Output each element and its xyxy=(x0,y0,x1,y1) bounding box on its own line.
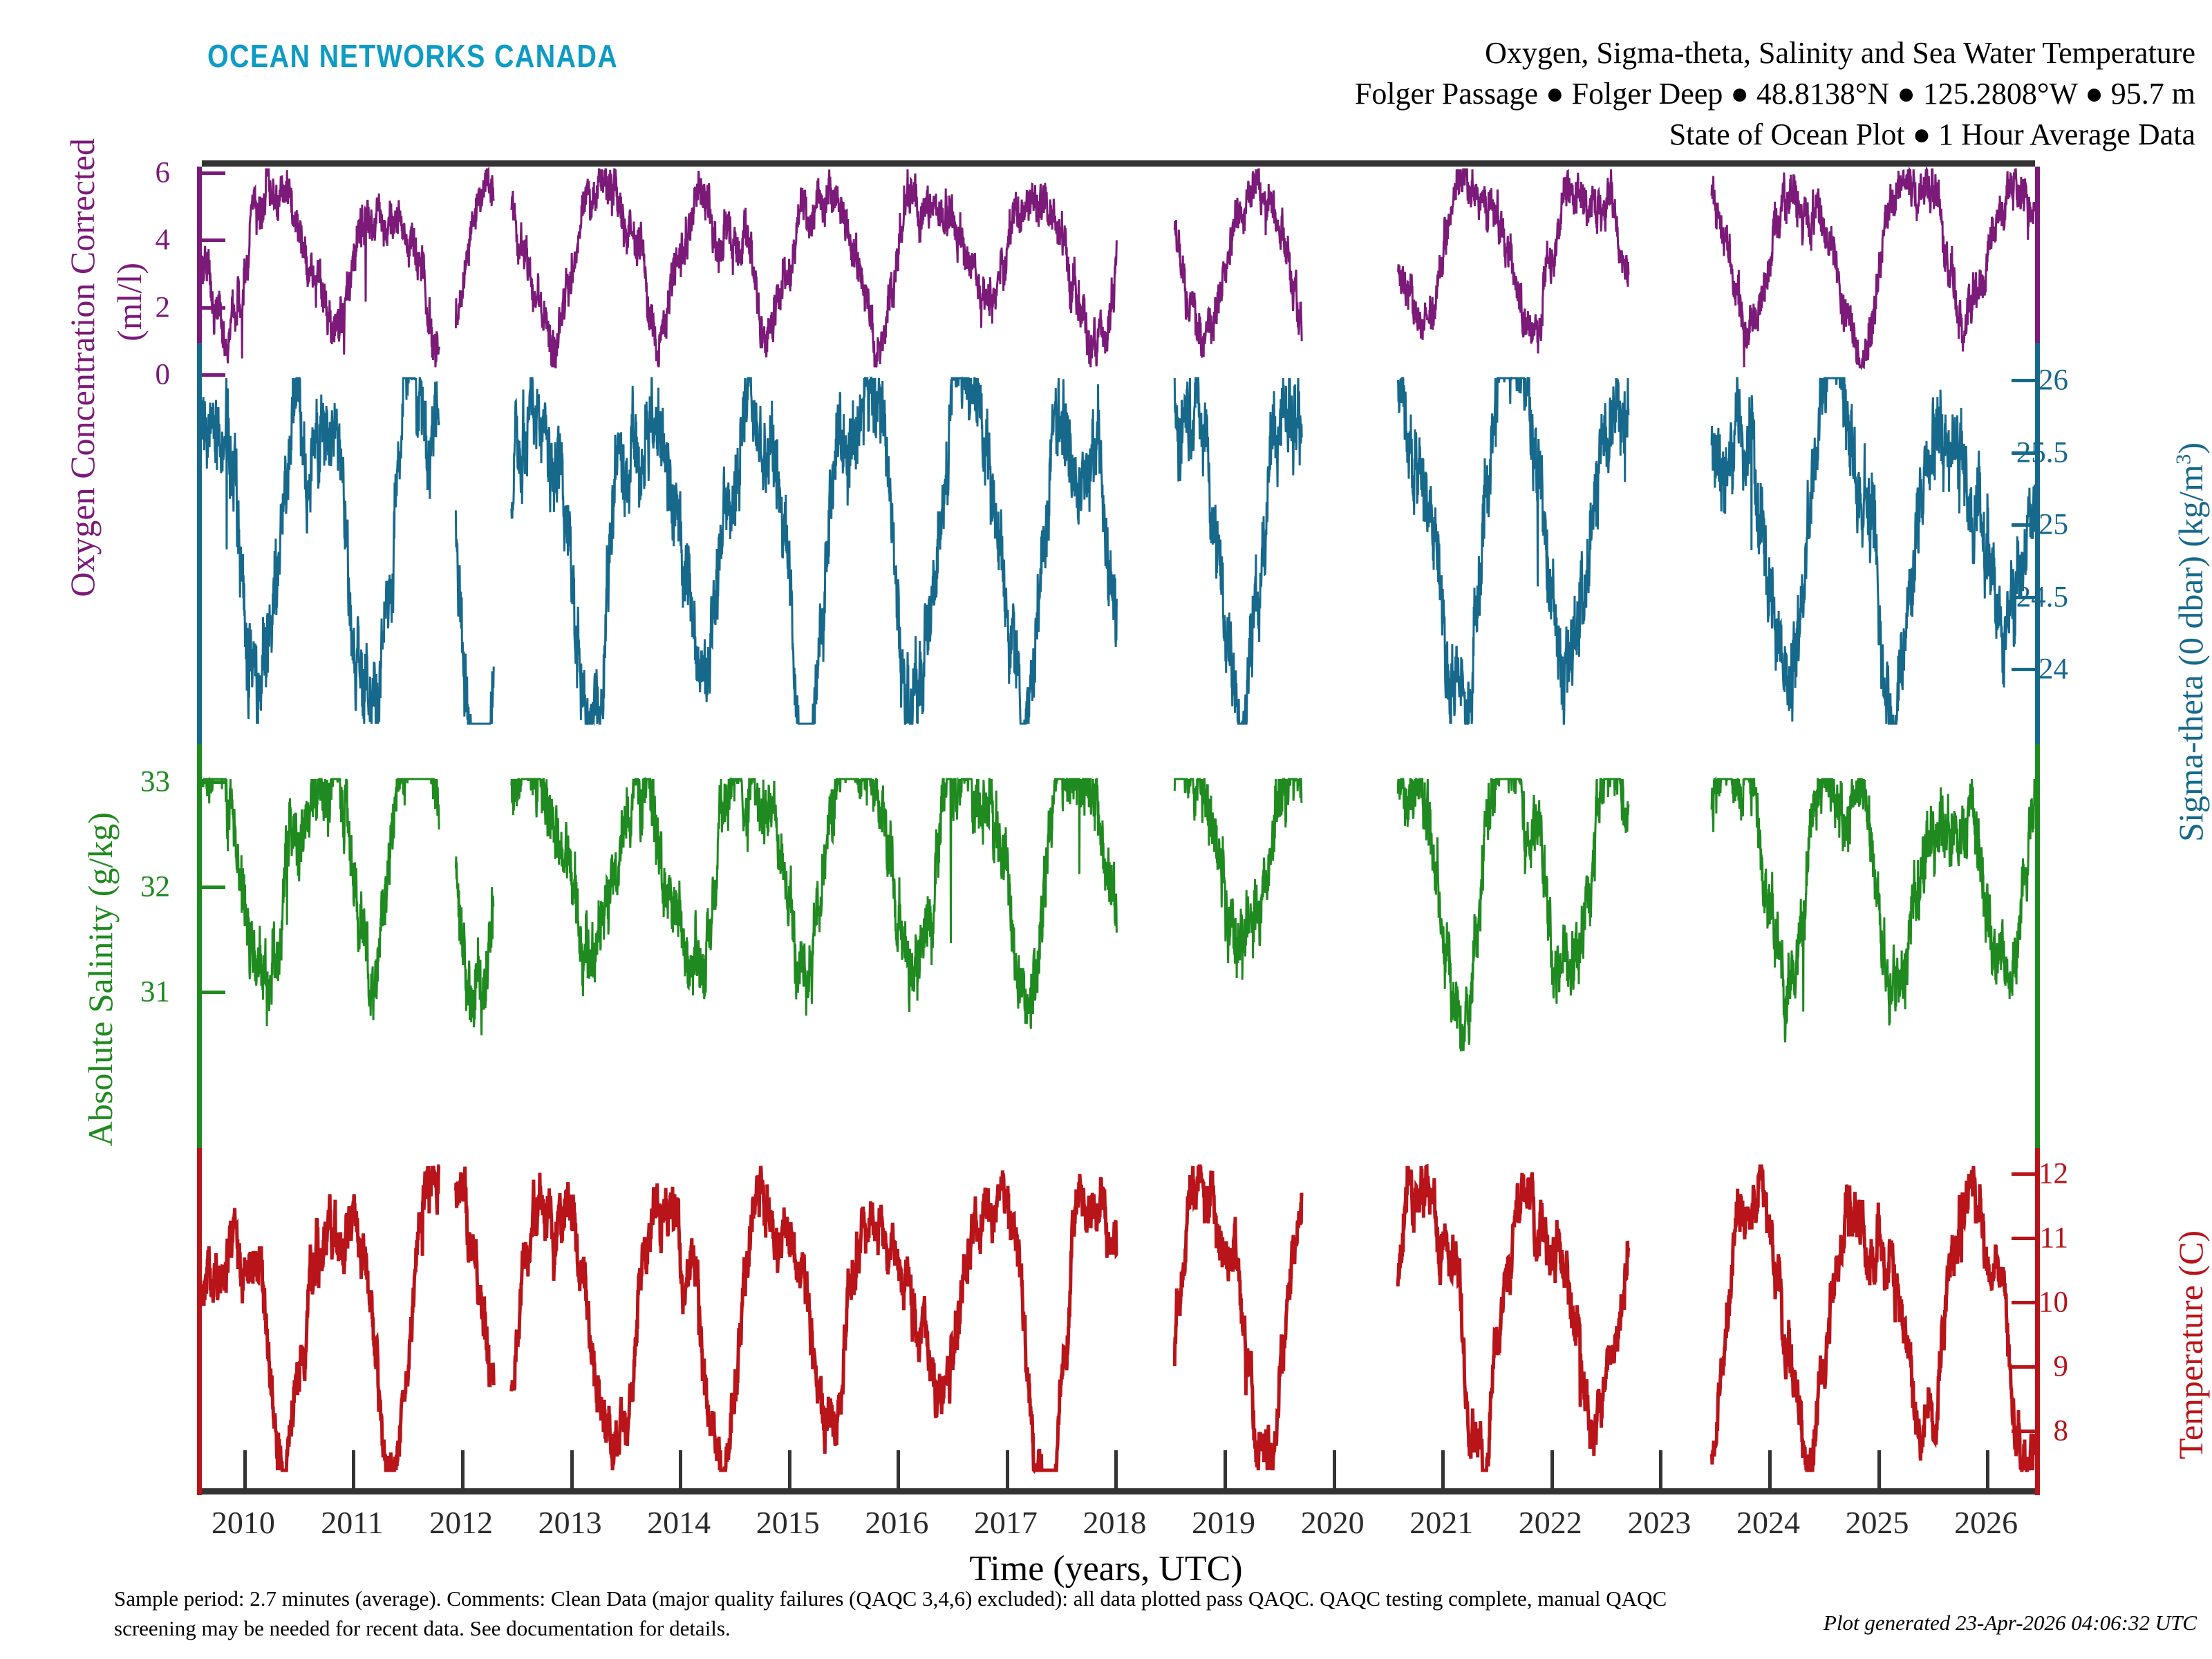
xtick-2014 xyxy=(679,1450,683,1488)
ytlabel-oxygen-2: 2 xyxy=(155,291,171,324)
ytlabel-oxygen-0: 0 xyxy=(155,358,171,391)
xlabel-2017: 2017 xyxy=(973,1505,1038,1540)
plot-frame: 6 4 2 0 26 25.5 25 24.5 24 33 32 31 12 1… xyxy=(140,158,2068,1495)
footer-note: Sample period: 2.7 minutes (average). Co… xyxy=(114,1586,1667,1640)
xtick-2019 xyxy=(1224,1450,1228,1488)
xlabel-2016: 2016 xyxy=(865,1505,929,1540)
xlabel-2022: 2022 xyxy=(1518,1505,1582,1540)
spine-left-sigma xyxy=(197,343,202,744)
xlabel-2021: 2021 xyxy=(1409,1505,1474,1540)
ytick-salinity-32 xyxy=(202,885,225,889)
ytick-temp-12 xyxy=(2012,1172,2035,1176)
xlabel-2010: 2010 xyxy=(211,1505,275,1540)
xtick-2011 xyxy=(352,1450,356,1488)
ytlabel-sigma-25_5: 25.5 xyxy=(2016,436,2068,469)
ytick-sigma-25 xyxy=(2012,523,2035,527)
ytlabel-sigma-26: 26 xyxy=(2038,364,2068,397)
ytick-sigma-26 xyxy=(2012,379,2035,382)
ytick-sigma-24_5 xyxy=(2012,596,2035,599)
ytlabel-temp-8: 8 xyxy=(2053,1414,2069,1447)
ytlabel-temp-9: 9 xyxy=(2053,1350,2069,1383)
ytlabel-sigma-24: 24 xyxy=(2038,653,2068,686)
ytick-sigma-24 xyxy=(2012,668,2035,671)
ytlabel-salinity-31: 31 xyxy=(140,975,170,1009)
axis-title-sigma-theta: Sigma-theta (0 dbar) (kg/m3) xyxy=(2171,442,2210,842)
ytick-temp-11 xyxy=(2012,1237,2035,1240)
xtick-2025 xyxy=(1877,1450,1881,1488)
ytlabel-salinity-33: 33 xyxy=(140,765,170,798)
spine-right-temperature xyxy=(2035,1148,2040,1495)
spine-right-salinity xyxy=(2035,744,2040,1148)
trace-absolute-salinity xyxy=(202,776,2035,1052)
xtick-2017 xyxy=(1005,1450,1009,1488)
ytick-salinity-31 xyxy=(202,991,225,994)
plot-title-line-2: Folger Passage ● Folger Deep ● 48.8138°N… xyxy=(1354,77,2195,111)
spine-left-salinity xyxy=(197,744,202,1148)
ytick-temp-9 xyxy=(2012,1365,2035,1369)
ytick-sigma-25_5 xyxy=(2012,451,2035,455)
ytlabel-oxygen-6: 6 xyxy=(155,156,171,189)
xlabel-2014: 2014 xyxy=(647,1505,711,1540)
ytick-oxygen-4 xyxy=(202,238,225,242)
xtick-2012 xyxy=(461,1450,465,1488)
axis-title-temperature: Temperature (C) xyxy=(2171,1230,2210,1460)
plot-title-block: Oxygen, Sigma-theta, Salinity and Sea Wa… xyxy=(1355,33,2195,156)
ytick-temp-10 xyxy=(2012,1301,2035,1304)
trace-oxygen-concentration-corrected xyxy=(202,167,2035,371)
xlabel-2012: 2012 xyxy=(429,1505,494,1540)
axis-title-salinity: Absolute Salinity (g/kg) xyxy=(81,812,120,1147)
plot-title-line-3: State of Ocean Plot ● 1 Hour Average Dat… xyxy=(1669,118,2195,152)
xtick-2010 xyxy=(243,1450,247,1488)
ytlabel-sigma-25: 25 xyxy=(2038,508,2068,541)
xlabel-2024: 2024 xyxy=(1736,1505,1800,1540)
xtick-2023 xyxy=(1659,1450,1663,1488)
axis-title-oxygen-units: (ml/l) xyxy=(110,263,149,341)
plot-generated-stamp: Plot generated 23-Apr-2026 04:06:32 UTC xyxy=(1823,1611,2197,1635)
spine-right-sigma xyxy=(2035,343,2040,744)
xtick-2021 xyxy=(1441,1450,1445,1488)
xlabel-2015: 2015 xyxy=(756,1505,820,1540)
trace-temperature xyxy=(202,1163,2035,1474)
xtick-2026 xyxy=(1986,1450,1990,1488)
xlabel-2019: 2019 xyxy=(1192,1505,1256,1540)
xlabel-2013: 2013 xyxy=(538,1505,602,1540)
ytlabel-temp-12: 12 xyxy=(2038,1157,2068,1190)
xtick-2015 xyxy=(787,1450,791,1488)
ytick-oxygen-2 xyxy=(202,306,225,310)
ytlabel-sigma-24_5: 24.5 xyxy=(2016,581,2068,614)
spine-left-oxygen xyxy=(197,167,202,343)
x-axis-title: Time (years, UTC) xyxy=(969,1549,1243,1588)
ytlabel-temp-11: 11 xyxy=(2039,1221,2068,1255)
xlabel-2020: 2020 xyxy=(1300,1505,1365,1540)
xtick-2018 xyxy=(1114,1450,1118,1488)
spine-left-temperature xyxy=(197,1148,202,1495)
xlabel-2026: 2026 xyxy=(1954,1505,2018,1540)
trace-sigma-theta-0-dbar xyxy=(202,376,2035,727)
plot-title-line-1: Oxygen, Sigma-theta, Salinity and Sea Wa… xyxy=(1485,36,2195,70)
xlabel-2025: 2025 xyxy=(1845,1505,1909,1540)
chart-traces xyxy=(202,167,2035,1474)
xlabel-2018: 2018 xyxy=(1082,1505,1147,1540)
xtick-2013 xyxy=(570,1450,574,1488)
xtick-2016 xyxy=(897,1450,901,1488)
ytlabel-temp-10: 10 xyxy=(2038,1286,2068,1319)
spine-right-oxygen xyxy=(2035,167,2040,343)
ytick-salinity-33 xyxy=(202,780,225,784)
axis-title-oxygen: Oxygen Concentration Corrected xyxy=(63,138,102,597)
xlabel-2023: 2023 xyxy=(1627,1505,1691,1540)
xtick-2024 xyxy=(1768,1450,1772,1488)
xtick-2022 xyxy=(1550,1450,1554,1488)
ytlabel-oxygen-4: 4 xyxy=(155,223,171,256)
xtick-2020 xyxy=(1332,1450,1336,1488)
xlabel-2011: 2011 xyxy=(321,1505,384,1540)
ytick-oxygen-6 xyxy=(202,171,225,175)
ytlabel-salinity-32: 32 xyxy=(140,870,170,903)
ytick-oxygen-0 xyxy=(202,373,225,377)
ytick-temp-8 xyxy=(2012,1430,2035,1433)
onc-logo: OCEAN NETWORKS CANADA xyxy=(207,38,619,74)
